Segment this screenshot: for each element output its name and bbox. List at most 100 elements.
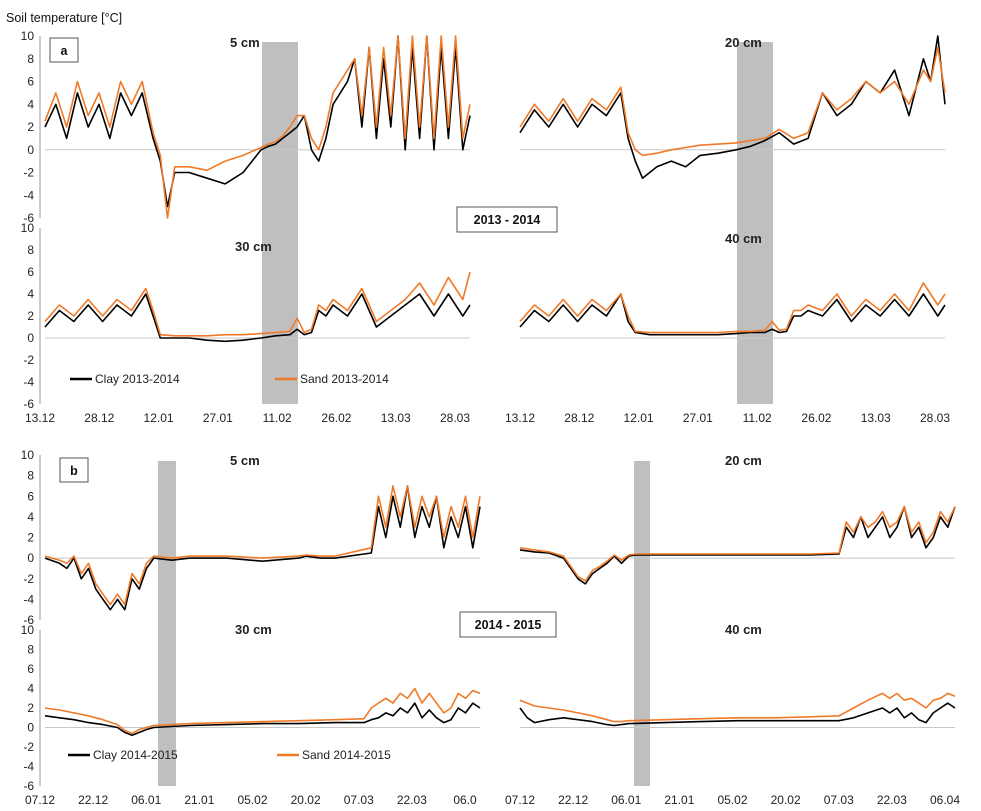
y-tick-upper: -6 xyxy=(23,613,34,627)
x-tick-label: 28.12 xyxy=(564,411,594,425)
y-tick-upper: 2 xyxy=(27,120,34,134)
figure-ylabel: Soil temperature [°C] xyxy=(6,11,122,25)
y-tick-lower: 6 xyxy=(27,265,34,279)
x-tick-label: 28.03 xyxy=(440,411,470,425)
legend-label-clay: Clay 2014-2015 xyxy=(93,748,178,762)
depth-label: 20 cm xyxy=(725,35,762,50)
y-tick-lower: 8 xyxy=(27,643,34,657)
period-label-box xyxy=(456,206,558,233)
legend-label-clay: Clay 2013-2014 xyxy=(95,372,180,386)
y-tick-upper: 10 xyxy=(21,29,35,43)
series-line-clay xyxy=(519,293,946,336)
series-line-sand xyxy=(44,687,481,735)
panel-letter: a xyxy=(61,44,69,58)
series-line-sand xyxy=(519,505,956,582)
x-tick-label: 22.03 xyxy=(877,793,907,807)
x-tick-label: 07.12 xyxy=(25,793,55,807)
shaded-period xyxy=(158,461,176,786)
y-tick-upper: 6 xyxy=(27,75,34,89)
series-line-sand xyxy=(44,35,471,219)
y-tick-upper: 0 xyxy=(27,143,34,157)
depth-label: 5 cm xyxy=(230,453,260,468)
x-tick-label: 07.03 xyxy=(344,793,374,807)
x-tick-label: 05.02 xyxy=(717,793,747,807)
x-tick-label: 26.02 xyxy=(801,411,831,425)
x-tick-label: 13.12 xyxy=(505,411,535,425)
y-tick-upper: 8 xyxy=(27,52,34,66)
series-line-clay xyxy=(519,35,946,179)
x-tick-label: 21.01 xyxy=(184,793,214,807)
series-line-sand xyxy=(519,282,946,334)
x-tick-label: 22.12 xyxy=(558,793,588,807)
shaded-period xyxy=(737,42,773,404)
period-label: 2013 - 2014 xyxy=(474,213,541,227)
panel-letter-box xyxy=(49,37,79,63)
x-tick-label: 06.01 xyxy=(131,793,161,807)
y-tick-lower: -2 xyxy=(23,353,34,367)
x-tick-label: 12.01 xyxy=(144,411,174,425)
y-tick-upper: -6 xyxy=(23,211,34,225)
y-tick-lower: 6 xyxy=(27,662,34,676)
shaded-period xyxy=(262,42,298,404)
x-tick-label: 28.03 xyxy=(920,411,950,425)
series-line-clay xyxy=(519,702,956,727)
legend-label-sand: Sand 2013-2014 xyxy=(300,372,389,386)
x-tick-label: 11.02 xyxy=(263,411,292,425)
y-tick-upper: 4 xyxy=(27,510,34,524)
x-tick-label: 07.03 xyxy=(824,793,854,807)
y-tick-lower: 2 xyxy=(27,701,34,715)
y-tick-lower: -2 xyxy=(23,740,34,754)
series-line-sand xyxy=(519,692,956,723)
x-tick-label: 20.02 xyxy=(291,793,321,807)
depth-label: 40 cm xyxy=(725,622,762,637)
series-line-sand xyxy=(44,485,481,606)
y-tick-upper: 0 xyxy=(27,551,34,565)
y-tick-upper: 2 xyxy=(27,531,34,545)
period-label: 2014 - 2015 xyxy=(475,618,542,632)
y-tick-lower: -6 xyxy=(23,779,34,793)
y-tick-upper: -2 xyxy=(23,572,34,586)
x-tick-label: 07.12 xyxy=(505,793,535,807)
y-tick-lower: 10 xyxy=(21,221,35,235)
period-label-box xyxy=(459,611,557,638)
y-tick-lower: 0 xyxy=(27,721,34,735)
y-tick-lower: -4 xyxy=(23,760,34,774)
x-tick-label: 26.02 xyxy=(321,411,351,425)
x-tick-label: 20.02 xyxy=(771,793,801,807)
x-tick-label: 06.04 xyxy=(930,793,960,807)
x-tick-label: 06.0 xyxy=(453,793,477,807)
y-tick-upper: 10 xyxy=(21,448,35,462)
panel-letter-box xyxy=(59,457,89,483)
y-tick-upper: 4 xyxy=(27,97,34,111)
x-tick-label: 13.03 xyxy=(861,411,891,425)
series-line-clay xyxy=(44,702,481,737)
x-tick-label: 13.03 xyxy=(381,411,411,425)
series-line-clay xyxy=(519,505,956,585)
x-tick-label: 13.12 xyxy=(25,411,55,425)
x-tick-label: 11.02 xyxy=(743,411,772,425)
series-line-sand xyxy=(519,46,946,157)
series-line-clay xyxy=(44,35,471,208)
y-tick-lower: -4 xyxy=(23,375,34,389)
series-line-clay xyxy=(44,485,481,611)
y-tick-upper: -4 xyxy=(23,188,34,202)
x-tick-label: 27.01 xyxy=(683,411,713,425)
y-tick-lower: 10 xyxy=(21,623,35,637)
x-tick-label: 06.01 xyxy=(611,793,641,807)
x-tick-label: 22.12 xyxy=(78,793,108,807)
y-tick-lower: 8 xyxy=(27,243,34,257)
depth-label: 30 cm xyxy=(235,622,272,637)
depth-label: 40 cm xyxy=(725,231,762,246)
y-tick-upper: 6 xyxy=(27,489,34,503)
y-tick-lower: -6 xyxy=(23,397,34,411)
series-line-sand xyxy=(44,271,471,337)
y-tick-upper: -4 xyxy=(23,592,34,606)
shaded-period xyxy=(634,461,650,786)
plots-layer: 10 10 8 8 6 6 4 4 2 2 0 0 -2 -2 -4 -4 -6 -6 5 cm 20 cm 30 cm… xyxy=(21,29,961,807)
panel-letter: b xyxy=(70,464,78,478)
x-tick-label: 21.01 xyxy=(664,793,694,807)
depth-label: 20 cm xyxy=(725,453,762,468)
y-tick-lower: 0 xyxy=(27,331,34,345)
x-tick-label: 28.12 xyxy=(84,411,114,425)
